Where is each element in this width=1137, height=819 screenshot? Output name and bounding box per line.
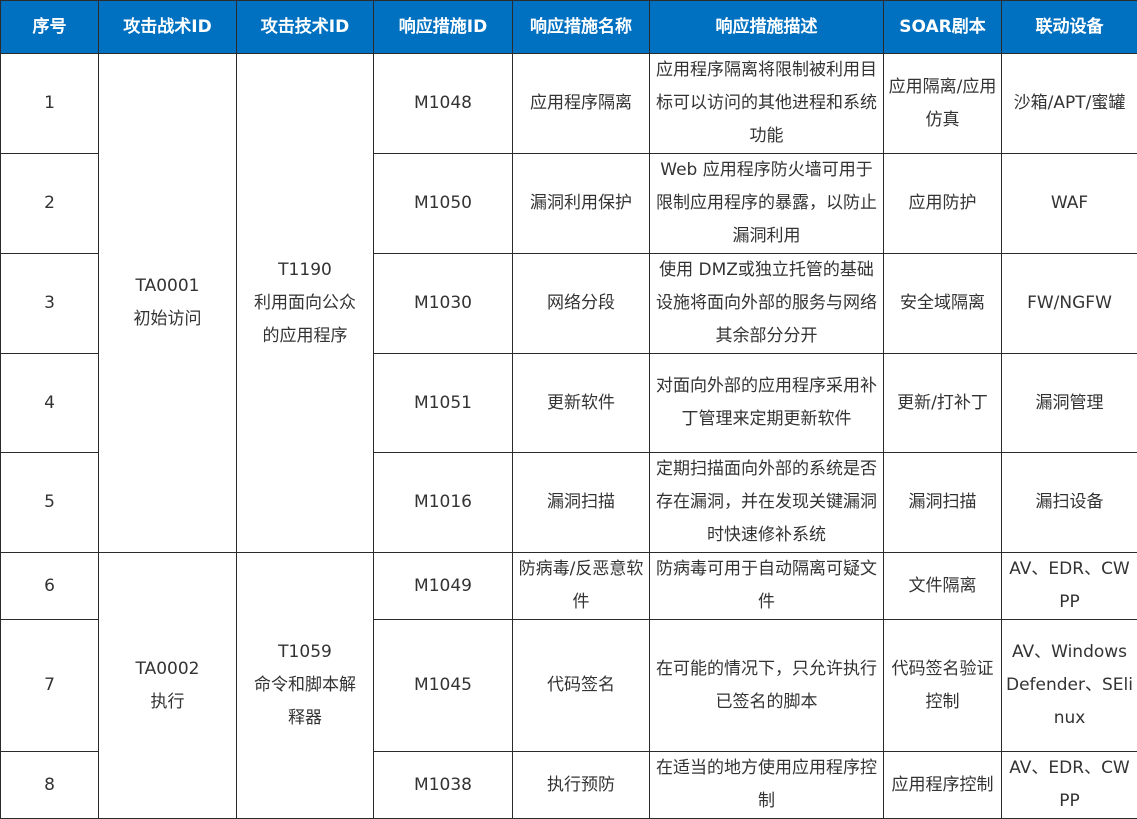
mitigation-name: 代码签名: [513, 620, 650, 752]
col-header-mitigation-id: 响应措施ID: [374, 1, 513, 54]
col-header-mitigation-desc: 响应措施描述: [650, 1, 884, 54]
mitigation-name: 网络分段: [513, 254, 650, 354]
mitigation-id: M1049: [374, 553, 513, 620]
mitigation-id: M1051: [374, 354, 513, 453]
linked-device: WAF: [1002, 154, 1137, 254]
soar-playbook: 应用防护: [884, 154, 1002, 254]
mitigation-desc: 定期扫描面向外部的系统是否存在漏洞，并在发现关键漏洞时快速修补系统: [650, 453, 884, 553]
soar-playbook: 文件隔离: [884, 553, 1002, 620]
mitigation-id: M1050: [374, 154, 513, 254]
tactic-name: 执行: [103, 686, 232, 719]
row-number: 2: [1, 154, 99, 254]
mitigation-name: 漏洞扫描: [513, 453, 650, 553]
mitigation-desc: 在可能的情况下，只允许执行已签名的脚本: [650, 620, 884, 752]
row-number: 4: [1, 354, 99, 453]
mitigation-id: M1048: [374, 54, 513, 154]
linked-device: 沙箱/APT/蜜罐: [1002, 54, 1137, 154]
row-number: 8: [1, 752, 99, 819]
mitigation-name: 防病毒/反恶意软件: [513, 553, 650, 620]
technique-name: 利用面向公众的应用程序: [247, 287, 363, 353]
mitigation-id: M1045: [374, 620, 513, 752]
header-row: 序号 攻击战术ID 攻击技术ID 响应措施ID 响应措施名称 响应措施描述 SO…: [1, 1, 1137, 54]
linked-device: FW/NGFW: [1002, 254, 1137, 354]
col-header-device: 联动设备: [1002, 1, 1137, 54]
mitigation-name: 更新软件: [513, 354, 650, 453]
linked-device: 漏扫设备: [1002, 453, 1137, 553]
soar-playbook: 安全域隔离: [884, 254, 1002, 354]
row-number: 7: [1, 620, 99, 752]
linked-device: AV、Windows Defender、SElinux: [1002, 620, 1137, 752]
technique-name: 命令和脚本解释器: [247, 669, 363, 735]
col-header-tactic-id: 攻击战术ID: [99, 1, 237, 54]
tactic-id: TA0001: [103, 270, 232, 303]
row-number: 3: [1, 254, 99, 354]
tactic-id: TA0002: [103, 653, 232, 686]
col-header-no: 序号: [1, 1, 99, 54]
soar-playbook: 应用程序控制: [884, 752, 1002, 819]
row-number: 6: [1, 553, 99, 620]
linked-device: AV、EDR、CWPP: [1002, 752, 1137, 819]
soar-playbook: 更新/打补丁: [884, 354, 1002, 453]
linked-device: 漏洞管理: [1002, 354, 1137, 453]
mitigation-id: M1030: [374, 254, 513, 354]
col-header-soar: SOAR剧本: [884, 1, 1002, 54]
mitigation-desc: 防病毒可用于自动隔离可疑文件: [650, 553, 884, 620]
soar-playbook: 代码签名验证控制: [884, 620, 1002, 752]
col-header-mitigation-name: 响应措施名称: [513, 1, 650, 54]
mitigation-name: 漏洞利用保护: [513, 154, 650, 254]
mitigation-name: 执行预防: [513, 752, 650, 819]
row-number: 5: [1, 453, 99, 553]
mitigation-id: M1016: [374, 453, 513, 553]
mitigation-desc: 对面向外部的应用程序采用补丁管理来定期更新软件: [650, 354, 884, 453]
mitigation-desc: 使用 DMZ或独立托管的基础设施将面向外部的服务与网络其余部分分开: [650, 254, 884, 354]
mitigation-desc: Web 应用程序防火墙可用于限制应用程序的暴露，以防止漏洞利用: [650, 154, 884, 254]
technique-id: T1190: [247, 254, 363, 287]
mitigation-desc: 在适当的地方使用应用程序控制: [650, 752, 884, 819]
mitigation-id: M1038: [374, 752, 513, 819]
mitigation-desc: 应用程序隔离将限制被利用目标可以访问的其他进程和系统功能: [650, 54, 884, 154]
col-header-technique-id: 攻击技术ID: [237, 1, 374, 54]
technique-id: T1059: [247, 636, 363, 669]
soar-playbook: 应用隔离/应用仿真: [884, 54, 1002, 154]
soar-playbook: 漏洞扫描: [884, 453, 1002, 553]
mitigation-name: 应用程序隔离: [513, 54, 650, 154]
tactic-name: 初始访问: [103, 303, 232, 336]
row-number: 1: [1, 54, 99, 154]
linked-device: AV、EDR、CWPP: [1002, 553, 1137, 620]
